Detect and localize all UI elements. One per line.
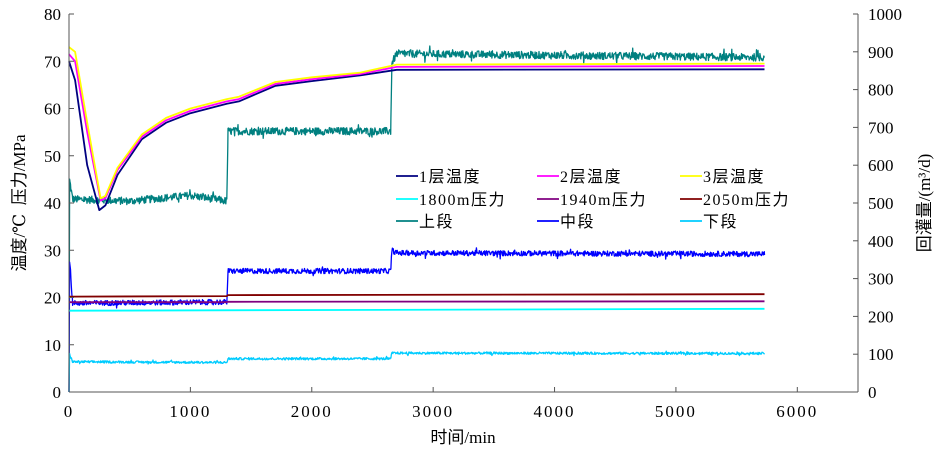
y-right-tick-label: 700 xyxy=(868,118,894,137)
y-right-tick-label: 300 xyxy=(868,270,894,289)
x-tick-label: 2000 xyxy=(291,402,333,421)
y-left-tick-label: 40 xyxy=(44,194,61,213)
legend-label: 3层温度 xyxy=(703,168,765,186)
series-line-7 xyxy=(68,247,766,393)
y-right-tick-label: 100 xyxy=(868,345,894,364)
y-right-tick-label: 400 xyxy=(868,232,894,251)
legend-label: 下段 xyxy=(703,213,738,231)
y-left-tick-label: 50 xyxy=(44,147,61,166)
legend-label: 上段 xyxy=(419,213,454,231)
y-axis-left-label: 温度/℃ 压力/MPa xyxy=(10,134,29,272)
y-right-tick-label: 200 xyxy=(868,307,894,326)
series-line-4 xyxy=(69,300,765,304)
legend-label: 1800m压力 xyxy=(419,191,506,209)
x-tick-label: 0 xyxy=(64,402,75,421)
x-tick-label: 1000 xyxy=(169,402,211,421)
axes-layer: 0 1000 2000 3000 4000 5000 6000010203040506070… xyxy=(44,5,902,421)
y-left-tick-label: 70 xyxy=(44,52,61,71)
series-line-2 xyxy=(68,46,765,200)
legend-label: 中段 xyxy=(560,213,595,231)
x-tick-label: 5000 xyxy=(655,402,697,421)
y-left-tick-label: 80 xyxy=(44,5,61,24)
series-line-6 xyxy=(68,45,765,393)
y-right-tick-label: 600 xyxy=(868,156,894,175)
series-layer xyxy=(68,45,766,393)
y-left-tick-label: 30 xyxy=(44,241,61,260)
series-line-0 xyxy=(68,61,765,212)
series-line-1 xyxy=(68,53,765,202)
y-right-tick-label: 900 xyxy=(868,43,894,62)
legend-label: 1940m压力 xyxy=(560,191,647,209)
x-tick-label: 6000 xyxy=(776,402,818,421)
x-tick-label: 4000 xyxy=(534,402,576,421)
y-left-tick-label: 10 xyxy=(44,336,61,355)
y-right-tick-label: 800 xyxy=(868,81,894,100)
y-right-tick-label: 0 xyxy=(868,383,877,402)
y-left-tick-label: 0 xyxy=(53,383,62,402)
legend-label: 2层温度 xyxy=(560,168,622,186)
y-right-tick-label: 500 xyxy=(868,194,894,213)
legend-label: 2050m压力 xyxy=(703,191,790,209)
x-tick-label: 3000 xyxy=(412,402,454,421)
series-line-8 xyxy=(68,350,766,393)
y-axis-right-label: 回灌量/(m³/d) xyxy=(915,154,934,253)
series-line-3 xyxy=(68,307,765,312)
y-left-tick-label: 60 xyxy=(44,100,61,119)
y-left-tick-label: 20 xyxy=(44,289,61,308)
x-axis-label: 时间/min xyxy=(430,428,496,447)
series-line-5 xyxy=(68,293,765,298)
legend-label: 1层温度 xyxy=(419,168,481,186)
y-right-tick-label: 1000 xyxy=(868,5,902,24)
